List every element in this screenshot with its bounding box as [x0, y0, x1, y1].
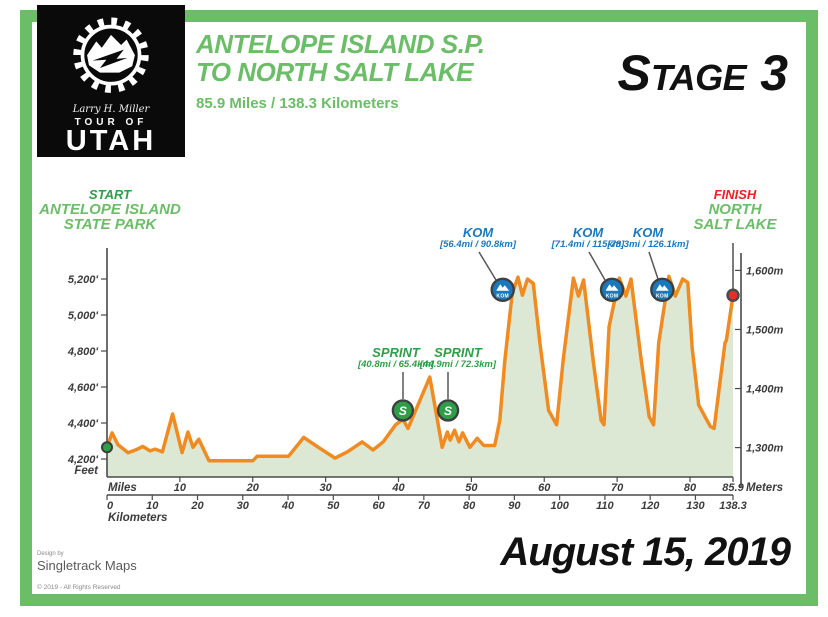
start-place-line2: STATE PARK [63, 216, 157, 233]
sprint-marker-letter: S [444, 404, 452, 418]
km-tick-label: 10 [146, 500, 159, 512]
miles-tick-label: 50 [465, 482, 478, 494]
feet-tick-label: 4,600' [67, 382, 99, 394]
kom-1-detail: [56.4mi / 90.8km] [439, 239, 517, 250]
leader-line [588, 251, 606, 281]
stage-word-initial: S [617, 45, 651, 101]
finish-place-line2: SALT LAKE [693, 216, 777, 233]
feet-tick-label: 5,200' [68, 274, 99, 286]
feet-tick-label: 4,800' [67, 346, 99, 358]
kom-annotation-3: KOM [78.3mi / 126.1km] [578, 226, 718, 250]
meters-tick-label: 1,500m [746, 324, 784, 336]
sprint-1-title: SPRINT [372, 345, 420, 360]
kom-marker-letters: KOM [606, 293, 619, 299]
kom-3-title: KOM [632, 225, 664, 240]
stage-date: August 15, 2019 [500, 530, 791, 574]
start-label: START [88, 187, 132, 202]
design-by-label: Design by [37, 551, 64, 557]
logo-race-name-top: TOUR OF [74, 117, 148, 128]
km-tick-label: 20 [190, 500, 204, 512]
sprint-1-detail: [40.8mi / 65.4km] [357, 359, 435, 370]
km-tick-label: 100 [550, 500, 569, 512]
copyright-text: © 2019 - All Rights Reserved [37, 584, 121, 591]
km-tick-label: 50 [327, 500, 340, 512]
kom-mountain-icon [655, 284, 669, 291]
start-marker [101, 441, 113, 454]
leader-line [648, 251, 659, 280]
logo-race-name-main: UTAH [65, 125, 157, 157]
stage-number-title: STAGE 3 [617, 44, 788, 102]
meters-tick-label: 1,300m [746, 443, 784, 455]
feet-tick-label: 4,400' [67, 418, 99, 430]
miles-tick-label: 70 [611, 482, 624, 494]
finish-annotation: FINISH NORTH SALT LAKE [658, 187, 812, 233]
km-tick-label: 60 [372, 500, 385, 512]
start-annotation: START ANTELOPE ISLAND STATE PARK [35, 187, 185, 233]
start-place-line1: ANTELOPE ISLAND [39, 201, 181, 218]
sprint-2-title: SPRINT [434, 345, 482, 360]
chainring-mountain-icon [73, 17, 149, 93]
kom-2-title: KOM [572, 225, 604, 240]
sprint-2-detail: [44.9mi / 72.3km] [419, 359, 497, 370]
miles-tick-label: 60 [538, 482, 551, 494]
leader-line [478, 251, 497, 281]
feet-tick-label: 5,000' [68, 310, 99, 322]
km-tick-label: 120 [641, 500, 660, 512]
meters-tick-label: 1,400m [746, 384, 784, 396]
km-tick-label: 70 [418, 500, 431, 512]
sprint-marker [436, 399, 460, 422]
kom-2-detail: [71.4mi / 115km] [551, 239, 625, 250]
profile-area [107, 276, 733, 477]
miles-unit-label: Miles [108, 482, 137, 494]
sprint-marker [391, 399, 415, 422]
km-tick-label: 110 [596, 500, 614, 512]
km-tick-label: 80 [463, 500, 476, 512]
kom-annotation-1: KOM [56.4mi / 90.8km] [408, 226, 548, 250]
km-tick-label: 30 [237, 500, 250, 512]
sprint-marker-letter: S [399, 404, 407, 418]
kom-marker-letters: KOM [656, 293, 669, 299]
poster-border-frame [20, 10, 818, 606]
route-title-line2: TO NORTH SALT LAKE [196, 57, 473, 87]
stage-number: 3 [760, 45, 788, 101]
stage-word-rest: TAGE [650, 57, 747, 98]
kom-marker-letters: KOM [496, 293, 509, 299]
miles-tick-label: 30 [320, 482, 333, 494]
miles-tick-label: 80 [684, 482, 697, 494]
miles-tick-label: 10 [174, 482, 187, 494]
kom-mountain-icon [496, 284, 510, 291]
miles-tick-label: 85.9 [722, 482, 744, 494]
logo-signature: Larry H. Miller [72, 104, 150, 115]
finish-marker [726, 288, 740, 302]
finish-place-line1: NORTH [708, 201, 762, 218]
km-tick-label: 138.3 [719, 500, 747, 512]
miles-tick-label: 20 [246, 482, 260, 494]
kom-annotation-2: KOM [71.4mi / 115km] [518, 226, 658, 250]
meters-tick-label: 1,600m [746, 265, 784, 277]
singletrack-maps-logo: Singletrack Maps [37, 558, 137, 573]
route-title-line1: ANTELOPE ISLAND S.P. [196, 29, 485, 59]
meters-unit-label: Meters [746, 482, 783, 494]
tour-of-utah-logo: Larry H. Miller TOUR OF UTAH [37, 5, 185, 157]
route-distance-subtitle: 85.9 Miles / 138.3 Kilometers [196, 95, 399, 112]
km-tick-label: 40 [281, 500, 295, 512]
finish-label: FINISH [713, 187, 757, 202]
feet-unit-label: Feet [74, 465, 99, 477]
km-tick-label: 0 [107, 500, 114, 512]
kom-1-title: KOM [462, 225, 494, 240]
profile-line [105, 274, 735, 463]
km-unit-label: Kilometers [108, 512, 167, 524]
kom-mountain-icon [605, 284, 619, 291]
feet-tick-label: 4,200' [67, 454, 99, 466]
miles-tick-label: 40 [391, 482, 405, 494]
sprint-annotation-1: SPRINT [40.8mi / 65.4km] [326, 346, 466, 370]
sprint-annotation-2: SPRINT [44.9mi / 72.3km] [388, 346, 528, 370]
km-tick-label: 130 [686, 500, 705, 512]
stage-route-title: ANTELOPE ISLAND S.P. TO NORTH SALT LAKE … [196, 30, 485, 112]
kom-3-detail: [78.3mi / 126.1km] [607, 239, 689, 250]
km-tick-label: 90 [508, 500, 521, 512]
